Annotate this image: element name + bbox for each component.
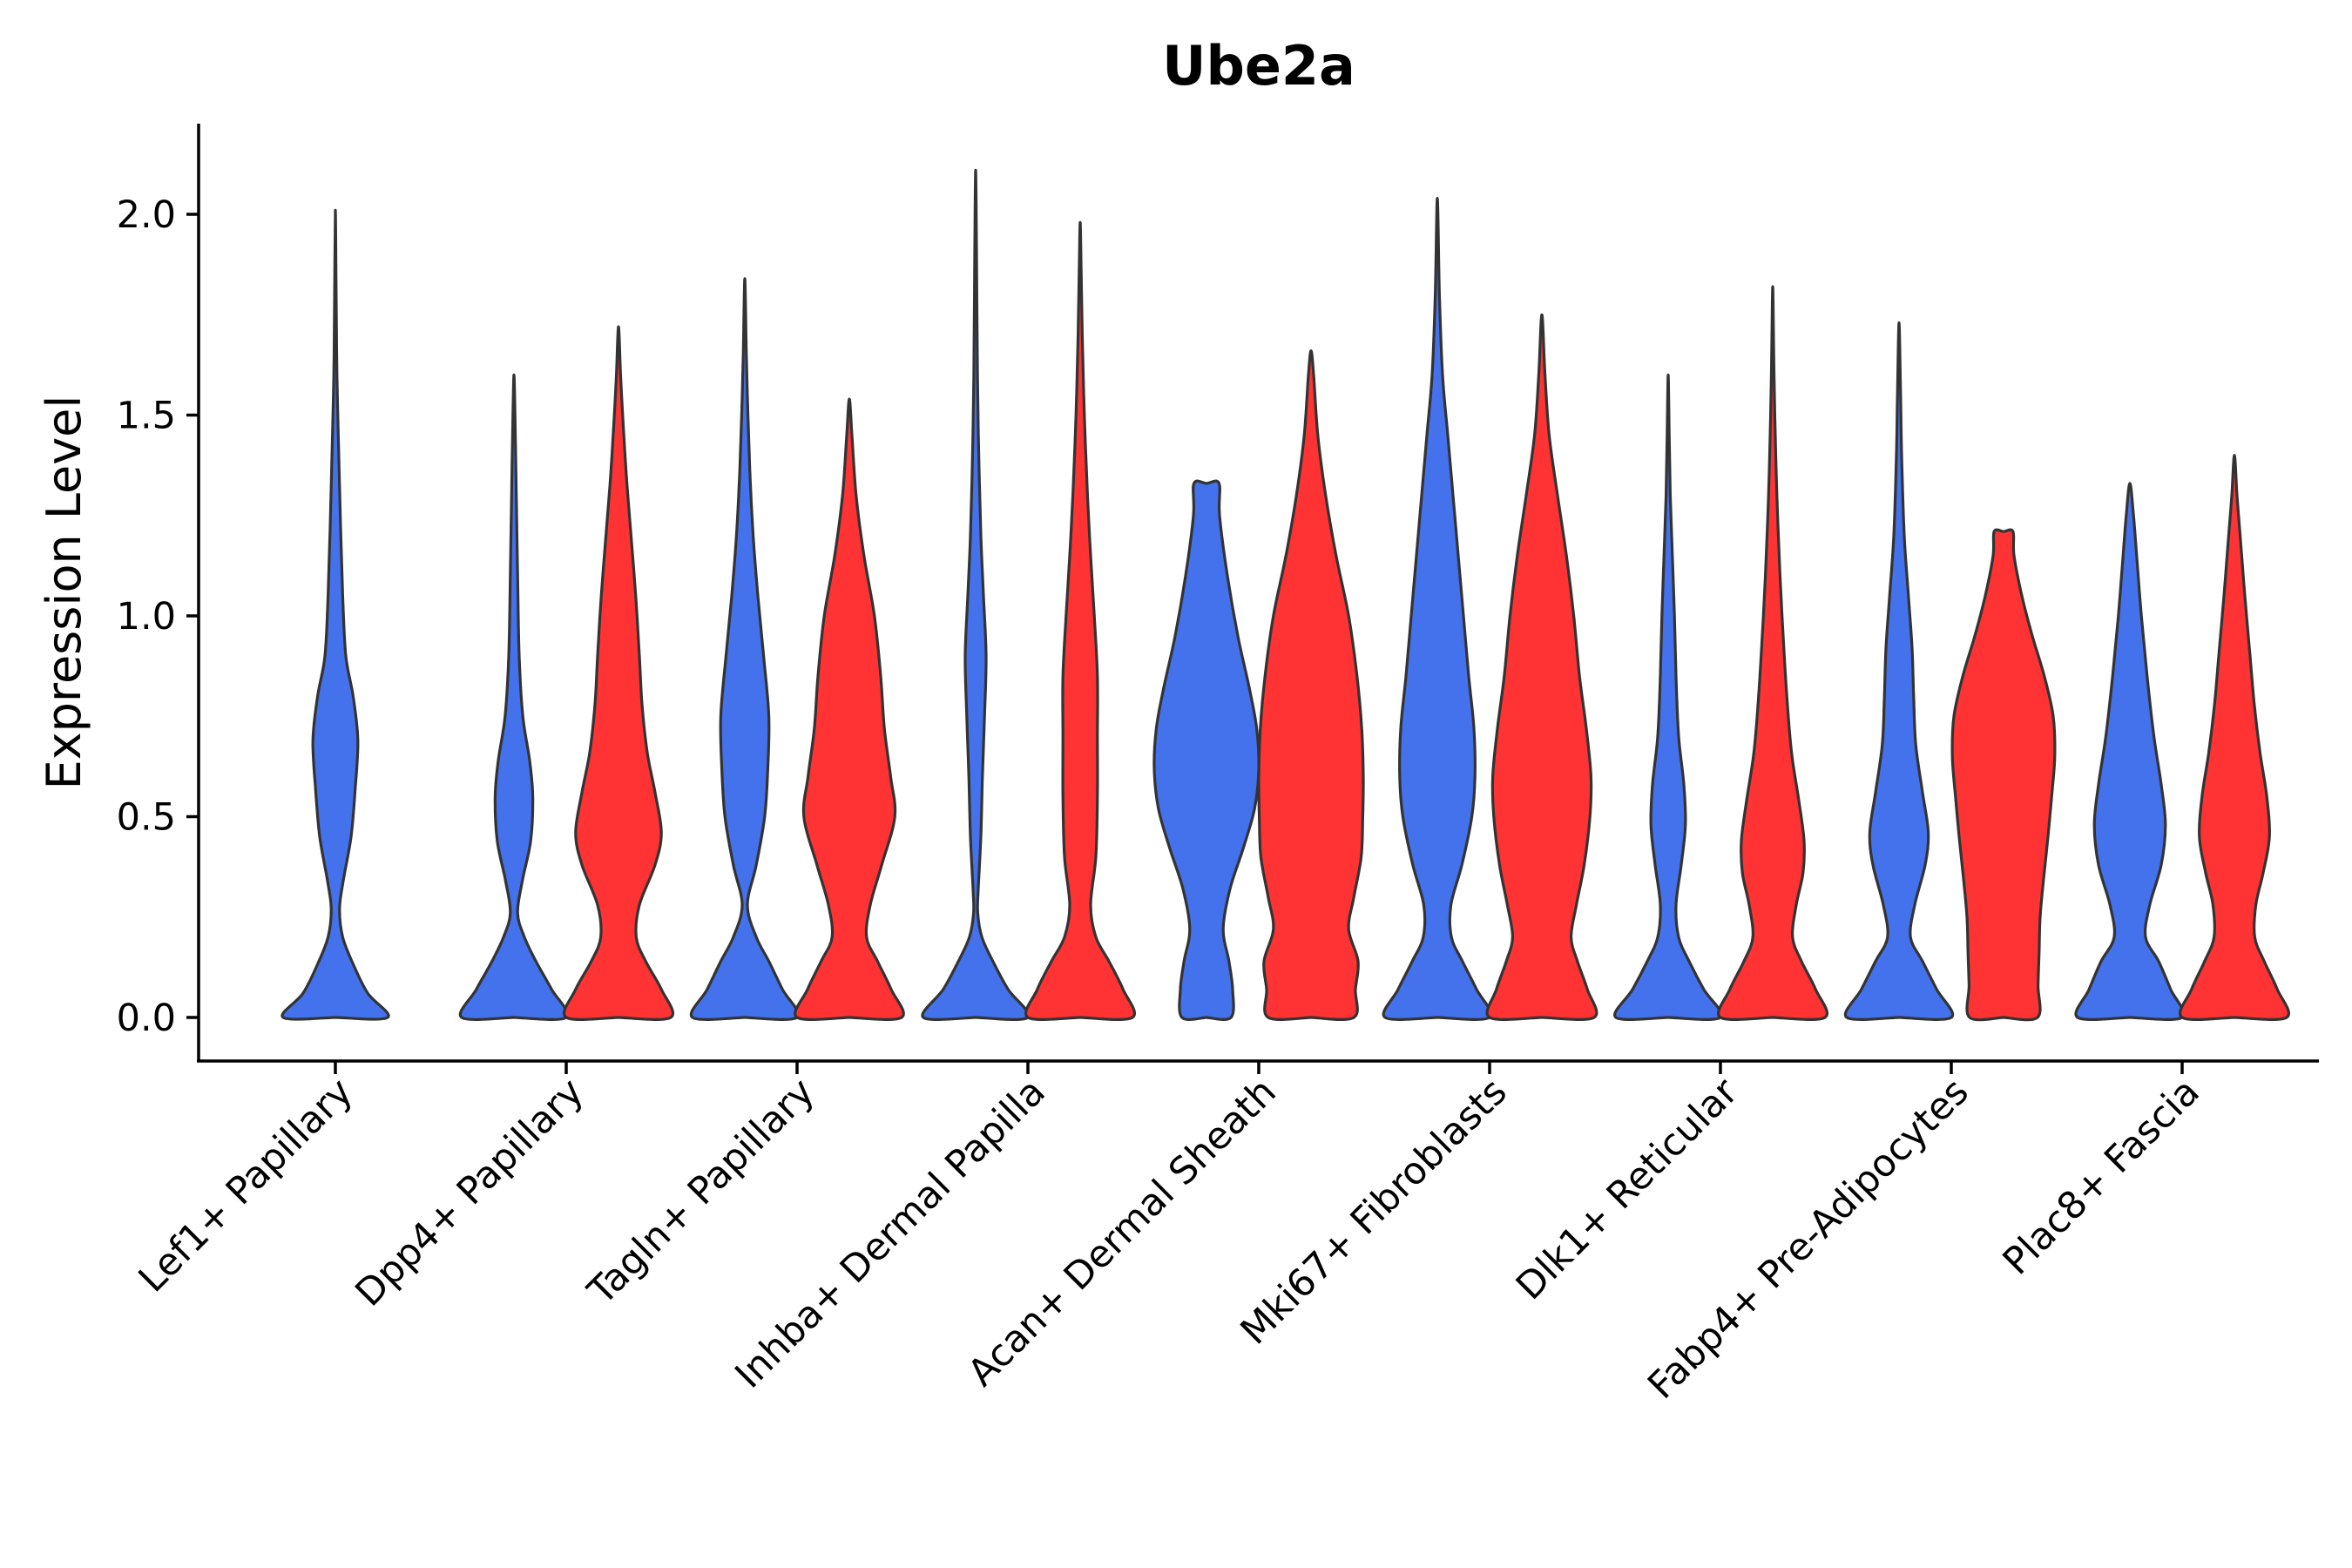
y-tick-label: 0.5 — [117, 796, 176, 840]
x-tick-label: Dlk1+ Reticular — [1508, 1070, 1747, 1308]
x-tick-label: Tagln+ Papillary — [579, 1070, 823, 1314]
x-tick-label: Mki67+ Fibroblasts — [1233, 1070, 1516, 1353]
y-axis-label: Expression Level — [37, 395, 91, 790]
x-tick-label: Lef1+ Papillary — [131, 1070, 362, 1301]
violin-2-4 — [1024, 220, 1136, 1021]
violin-1-2 — [458, 373, 570, 1021]
x-tick-label: Dpp4+ Papillary — [348, 1070, 592, 1315]
violin-2-3 — [794, 397, 905, 1021]
violin-2-9 — [2179, 454, 2290, 1021]
y-tick-label: 1.0 — [117, 595, 176, 639]
violin-1-1 — [280, 208, 390, 1021]
violin-2-6 — [1485, 313, 1598, 1021]
violin-1-5 — [1152, 479, 1260, 1021]
violin-2-2 — [562, 325, 675, 1021]
violin-1-8 — [1843, 321, 1955, 1021]
violin-2-7 — [1717, 285, 1828, 1021]
violin-1-7 — [1613, 373, 1723, 1021]
x-tick-label: Plac8+ Fascia — [1995, 1070, 2208, 1283]
violin-2-8 — [1950, 528, 2057, 1022]
y-tick-label: 0.0 — [117, 997, 176, 1040]
y-tick-label: 1.5 — [117, 395, 176, 438]
violin-layer — [280, 168, 2290, 1022]
violin-1-3 — [689, 277, 801, 1021]
violin-2-5 — [1257, 349, 1365, 1021]
violin-1-4 — [921, 168, 1031, 1021]
chart-title: Ube2a — [1162, 34, 1355, 98]
y-tick-label: 2.0 — [117, 193, 176, 237]
violin-1-6 — [1382, 197, 1493, 1021]
violin-1-9 — [2074, 482, 2186, 1021]
y-axis-ticks: 0.0 0.5 1.0 1.5 2.0 — [117, 193, 199, 1040]
